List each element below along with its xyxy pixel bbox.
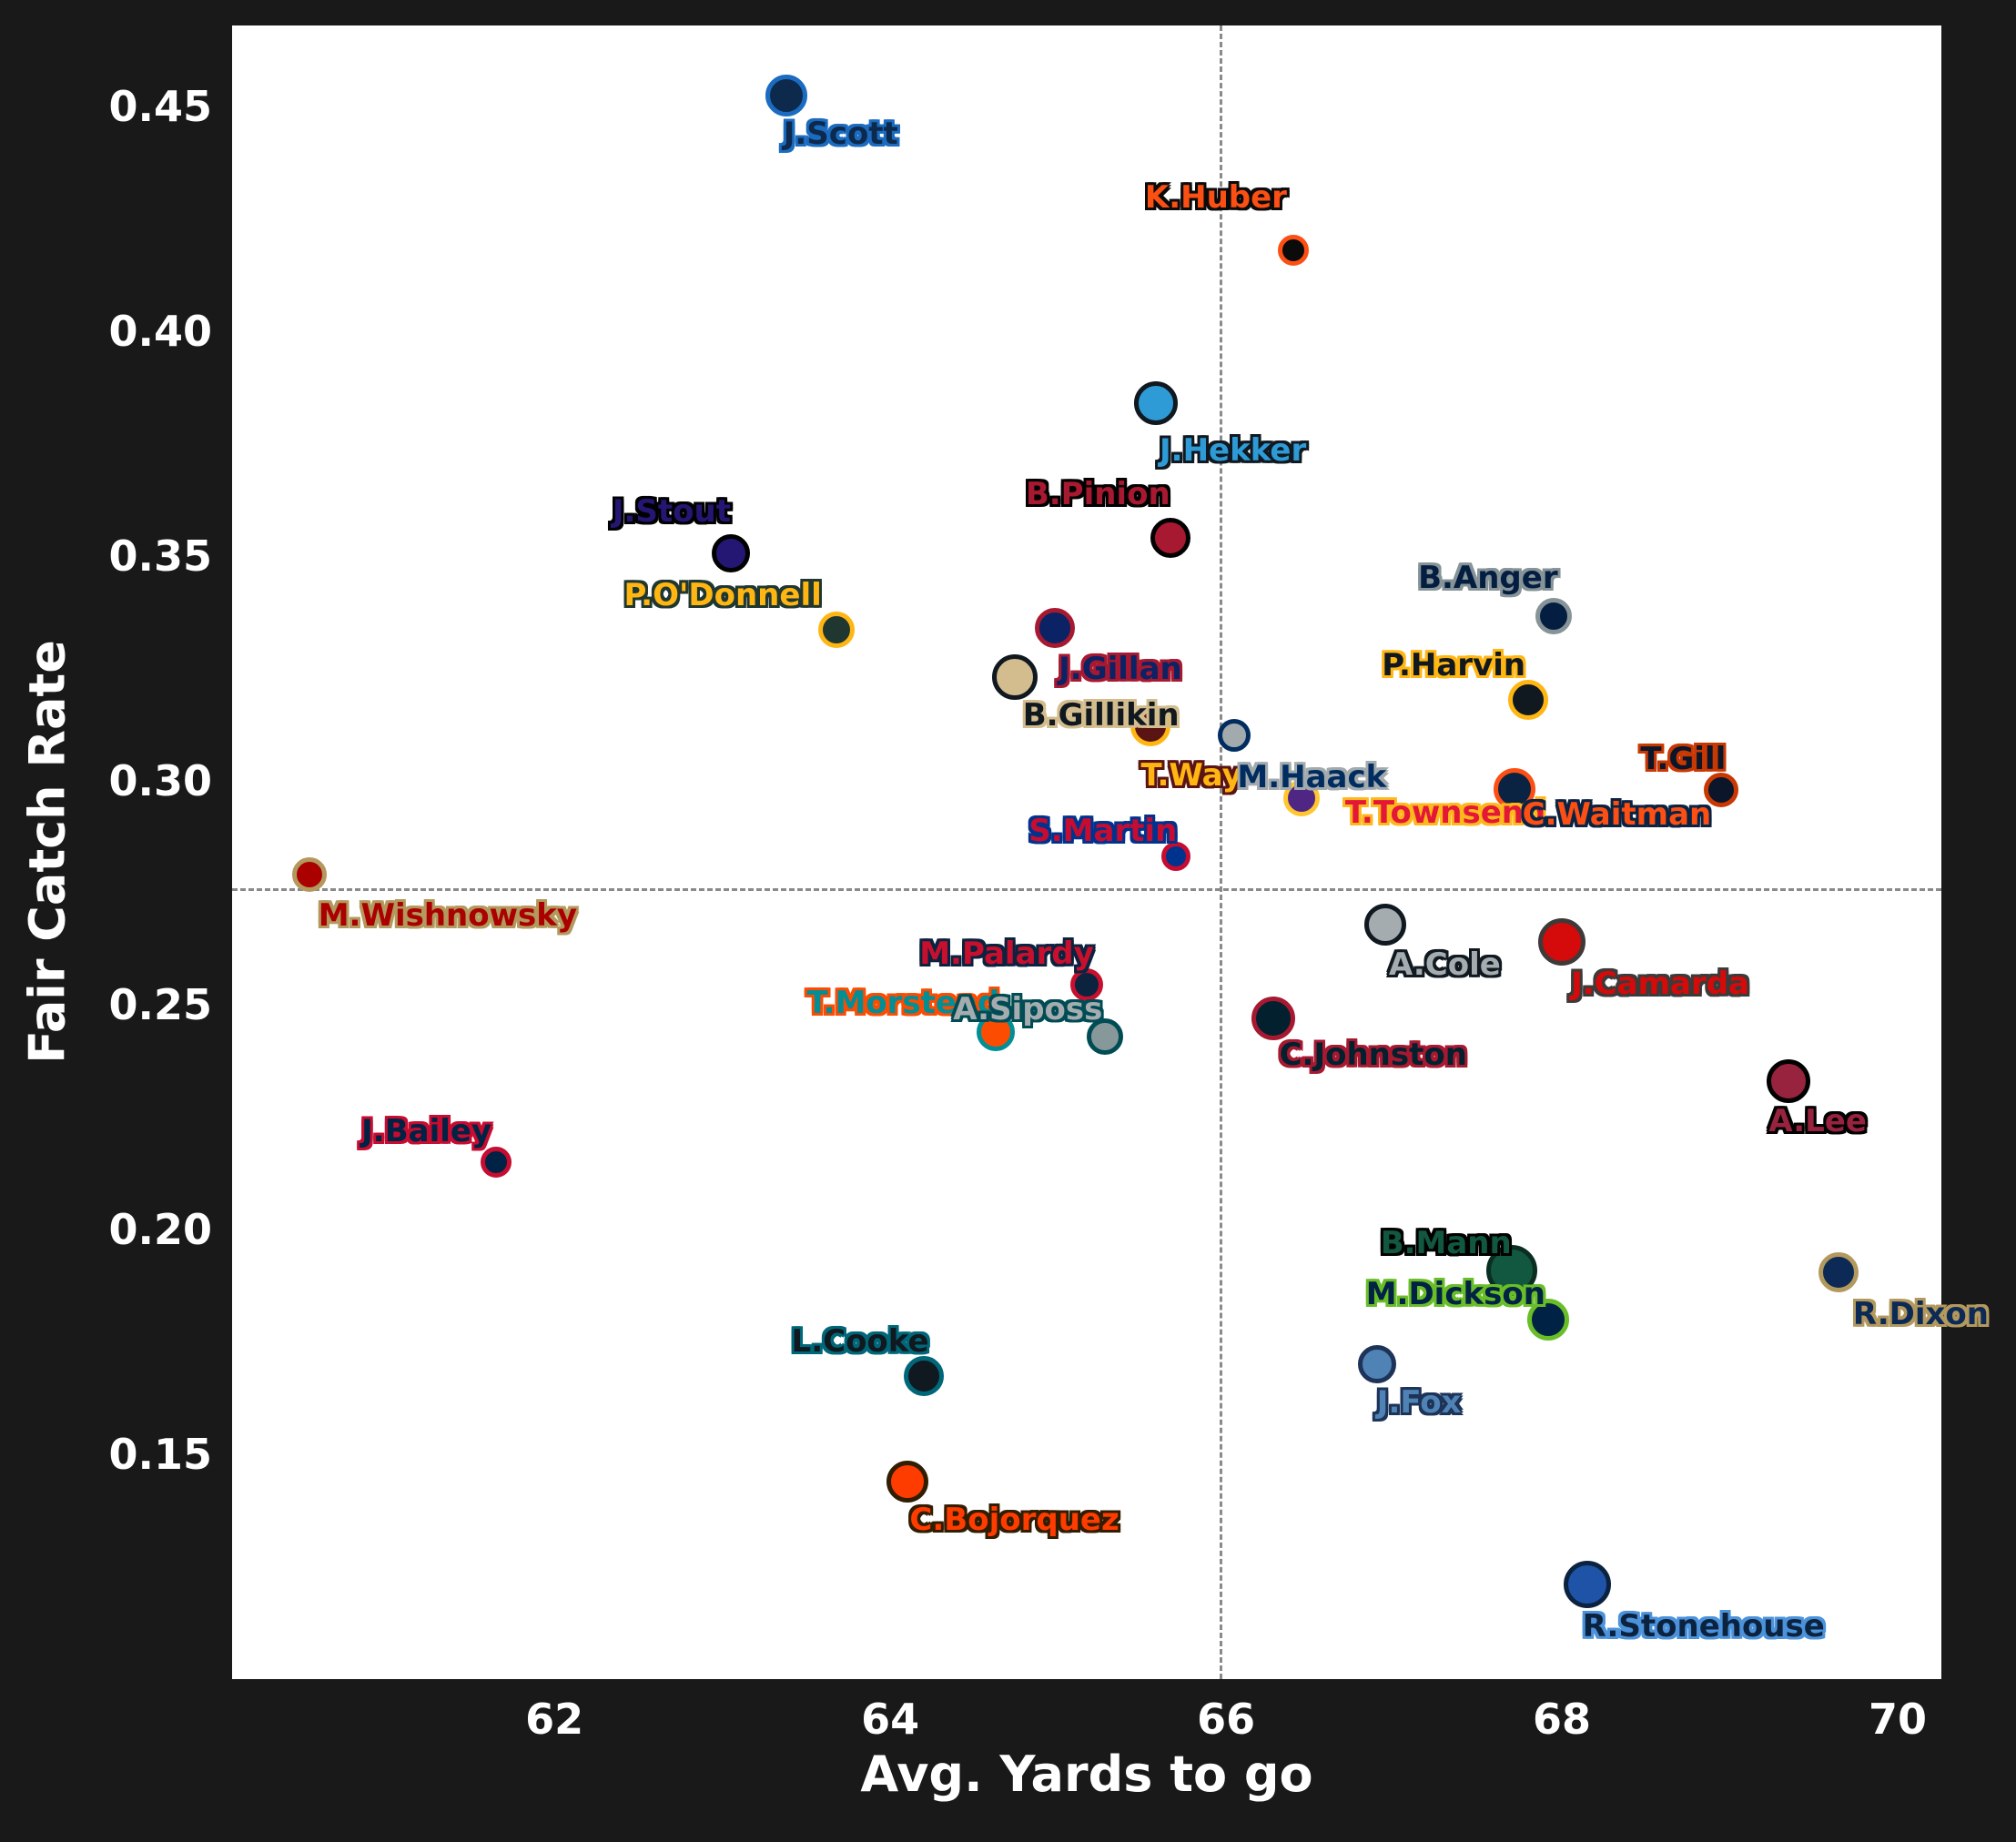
point-label-l-cooke: L.Cooke <box>791 1322 929 1360</box>
point-dot-t-morstead <box>977 1013 1016 1051</box>
point-dot-b-mann <box>1485 1244 1537 1296</box>
point-label-r-dixon: R.Dixon <box>1852 1296 1990 1333</box>
point-dot-j-stout <box>711 534 750 573</box>
x-axis-title: Avg. Yards to go <box>860 1746 1313 1803</box>
point-label-a-cole: A.Cole <box>1388 946 1501 983</box>
x-tick-label: 66 <box>1197 1695 1256 1744</box>
point-label-t-morstead: T.Morstead <box>806 985 1000 1021</box>
point-dot-p-o-donnell <box>818 612 856 649</box>
point-dot-t-way <box>1130 706 1171 747</box>
y-tick-label: 0.35 <box>108 531 213 581</box>
point-label-r-stonehouse: R.Stonehouse <box>1582 1608 1825 1645</box>
point-dot-t-gill <box>1704 773 1739 808</box>
y-axis-title: Fair Catch Rate <box>18 640 76 1064</box>
x-tick-label: 62 <box>525 1695 584 1744</box>
point-dot-j-bailey <box>480 1147 512 1179</box>
crosshair-horizontal-line <box>232 888 1941 891</box>
point-dot-c-waitman <box>1494 768 1536 811</box>
point-label-j-stout: J.Stout <box>612 493 731 531</box>
point-dot-c-johnston <box>1251 997 1295 1041</box>
point-label-a-lee: A.Lee <box>1768 1103 1867 1140</box>
point-label-a-siposs: A.Siposs <box>953 990 1103 1027</box>
point-dot-a-lee <box>1767 1059 1811 1104</box>
point-label-b-gillikin: B.Gillikin <box>1022 696 1180 734</box>
point-dot-b-gillikin <box>991 653 1038 700</box>
crosshair-vertical-line <box>1219 25 1222 1679</box>
point-label-s-martin: S.Martin <box>1028 813 1178 850</box>
point-label-b-mann: B.Mann <box>1380 1224 1512 1261</box>
point-label-p-o-donnell: P.O'Donnell <box>623 577 822 614</box>
point-dot-m-palardy <box>1070 968 1103 1002</box>
point-dot-j-camarda <box>1538 918 1586 967</box>
point-label-b-anger: B.Anger <box>1418 560 1558 597</box>
y-tick-label: 0.40 <box>108 306 213 356</box>
point-label-m-wishnowsky: M.Wishnowsky <box>318 897 578 935</box>
point-label-p-harvin: P.Harvin <box>1382 646 1526 683</box>
y-tick-label: 0.20 <box>108 1205 213 1255</box>
point-label-c-waitman: C.Waitman <box>1522 796 1712 834</box>
point-dot-j-fox <box>1358 1345 1397 1384</box>
point-label-j-gillan: J.Gillan <box>1059 650 1182 687</box>
point-dot-j-scott <box>765 74 807 116</box>
point-dot-a-siposs <box>1087 1017 1124 1055</box>
y-tick-label: 0.30 <box>108 755 213 805</box>
plot-area: J.Scott K.Huber J.Hekker B.Pinion J.Stout P.O… <box>232 25 1989 1679</box>
point-dot-l-cooke <box>904 1355 945 1396</box>
point-label-j-hekker: J.Hekker <box>1160 431 1307 469</box>
point-dot-b-anger <box>1535 598 1572 635</box>
point-dot-j-gillan <box>1034 607 1075 648</box>
point-dot-s-martin <box>1160 842 1190 872</box>
point-dot-r-dixon <box>1818 1252 1859 1293</box>
point-label-b-pinion: B.Pinion <box>1025 475 1170 512</box>
x-tick-label: 64 <box>861 1695 920 1744</box>
point-label-c-johnston: C.Johnston <box>1279 1037 1467 1074</box>
point-label-k-huber: K.Huber <box>1144 178 1287 216</box>
point-label-j-camarda: J.Camarda <box>1571 966 1750 1003</box>
point-label-m-dickson: M.Dickson <box>1365 1276 1545 1312</box>
point-label-j-fox: J.Fox <box>1376 1384 1462 1422</box>
point-dot-t-townsend <box>1283 780 1321 817</box>
point-dot-a-cole <box>1364 903 1407 946</box>
point-label-m-haack: M.Haack <box>1237 759 1387 796</box>
point-label-t-gill: T.Gill <box>1640 741 1727 778</box>
point-dot-c-bojorquez <box>886 1460 928 1503</box>
point-dot-r-stonehouse <box>1563 1561 1611 1609</box>
point-label-j-scott: J.Scott <box>783 115 898 152</box>
point-dot-k-huber <box>1277 234 1309 266</box>
y-tick-label: 0.25 <box>108 980 213 1030</box>
point-label-j-bailey: J.Bailey <box>361 1113 492 1150</box>
x-tick-label: 68 <box>1533 1695 1592 1744</box>
point-label-t-townsend: T.Townsend <box>1344 794 1546 832</box>
point-label-c-bojorquez: C.Bojorquez <box>909 1501 1119 1538</box>
y-tick-label: 0.15 <box>108 1430 213 1480</box>
point-dot-p-harvin <box>1508 679 1549 720</box>
point-label-t-way: T.Way <box>1140 757 1242 794</box>
point-dot-b-pinion <box>1150 517 1191 558</box>
point-dot-j-hekker <box>1133 380 1178 425</box>
point-label-m-palardy: M.Palardy <box>919 936 1094 973</box>
point-dot-m-wishnowsky <box>291 857 327 893</box>
point-dot-m-dickson <box>1527 1299 1570 1341</box>
y-tick-label: 0.45 <box>108 81 213 131</box>
x-tick-label: 70 <box>1869 1695 1928 1744</box>
point-dot-m-haack <box>1218 719 1251 753</box>
